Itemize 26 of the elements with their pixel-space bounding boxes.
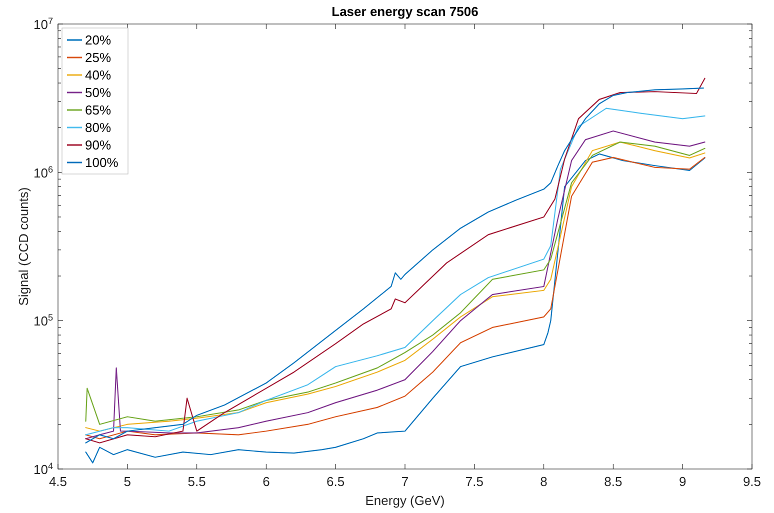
y-tick-label: 10$^{6}$ [33,164,53,180]
legend-label: 50% [85,85,112,100]
legend-label: 80% [85,120,112,135]
x-tick-label: 7 [401,474,409,489]
legend-label: 25% [85,50,112,65]
x-tick-label: 5.5 [188,474,206,489]
x-tick-label: 8.5 [604,474,622,489]
x-tick-label: 9.5 [742,474,762,489]
x-tick-label: 7.5 [465,474,484,489]
legend-label: 20% [85,32,112,48]
x-tick-label: 5 [124,474,132,489]
x-tick-label: 9 [678,474,686,489]
x-axis-title: Energy (GeV) [365,493,445,508]
x-tick-label: 6 [262,474,270,489]
y-tick-label: 10$^{5}$ [33,312,53,329]
legend-label: 65% [85,102,112,118]
legend-label: 40% [85,68,112,82]
y-axis-title: Signal (CCD counts) [16,187,31,306]
legend-label: 100% [85,155,119,170]
x-tick-label: 4.5 [48,474,68,489]
legend-label: 90% [85,138,112,152]
y-tick-label: 10$^{4}$ [33,461,53,477]
chart-title: Laser energy scan 7506 [332,4,478,19]
y-tick-label: 10$^{7}$ [33,16,53,32]
x-tick-label: 6.5 [326,474,345,489]
x-tick-label: 8 [540,474,548,489]
